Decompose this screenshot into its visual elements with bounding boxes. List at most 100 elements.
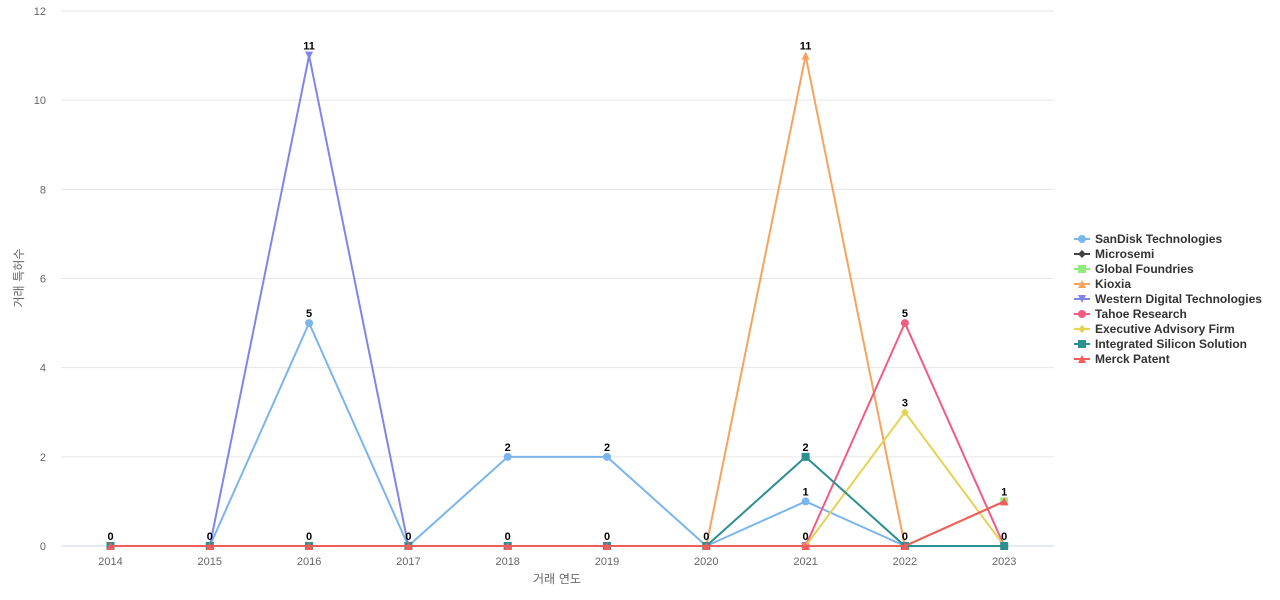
series-line (110, 322, 1006, 547)
x-tick-label: 2020 (694, 556, 718, 568)
data-label: 11 (303, 41, 315, 53)
data-point (801, 51, 810, 60)
data-label: 1 (803, 486, 809, 498)
x-tick-label: 2021 (793, 556, 817, 568)
data-point (801, 452, 810, 461)
series-executive-advisory-firm[interactable] (106, 408, 1009, 550)
data-label: 0 (405, 531, 411, 543)
legend-item[interactable]: Tahoe Research (1074, 307, 1187, 321)
y-tick-label: 12 (34, 6, 46, 18)
legend-marker (1078, 340, 1086, 348)
data-point (801, 542, 810, 550)
data-label: 11 (800, 41, 812, 53)
data-label: 0 (902, 531, 908, 543)
data-point (503, 542, 512, 550)
data-point (305, 51, 314, 60)
series-integrated-silicon-solution[interactable] (106, 452, 1009, 550)
data-point (305, 542, 314, 550)
data-label: 5 (306, 308, 312, 320)
legend-item[interactable]: Global Foundries (1074, 262, 1194, 276)
data-label: 2 (604, 442, 610, 454)
x-tick-label: 2017 (396, 556, 420, 568)
series-merck-patent[interactable] (106, 497, 1009, 550)
series-sandisk-technologies[interactable] (106, 319, 1009, 550)
data-point (1000, 542, 1009, 550)
x-tick-label: 2022 (893, 556, 917, 568)
data-point (1000, 497, 1009, 506)
legend-label: Executive Advisory Firm (1095, 322, 1235, 336)
legend-marker (1078, 280, 1086, 288)
data-label: 0 (803, 531, 809, 543)
legend-item[interactable]: Executive Advisory Firm (1074, 322, 1235, 336)
data-point (503, 452, 512, 461)
legend-label: Western Digital Technologies (1095, 292, 1262, 306)
data-point (900, 319, 909, 328)
data-label: 0 (1001, 531, 1007, 543)
legend-marker (1078, 310, 1086, 318)
series-global-foundries[interactable] (106, 497, 1009, 550)
legend-marker (1078, 250, 1086, 258)
data-label: 0 (107, 531, 113, 543)
grid-lines (61, 10, 1054, 547)
series-line (110, 500, 1005, 547)
x-axis-title: 거래 연도 (533, 572, 581, 586)
legend-label: Global Foundries (1095, 262, 1194, 276)
y-tick-label: 8 (40, 184, 46, 196)
legend-item[interactable]: Microsemi (1074, 247, 1154, 261)
legend-marker (1078, 265, 1086, 273)
data-point (404, 542, 413, 550)
series-line (110, 500, 1005, 547)
legend-marker (1078, 235, 1086, 243)
legend-marker (1078, 355, 1086, 363)
data-point (205, 542, 214, 550)
legend-label: Merck Patent (1095, 352, 1170, 366)
series-line (110, 322, 1005, 547)
series-line (110, 411, 1006, 547)
data-point (900, 408, 909, 417)
y-tick-label: 2 (40, 452, 46, 464)
y-tick-label: 6 (40, 274, 46, 286)
legend-item[interactable]: SanDisk Technologies (1074, 232, 1222, 246)
y-axis-title: 거래 특허수 (12, 248, 26, 307)
y-tick-label: 0 (40, 541, 46, 553)
legend-marker (1078, 295, 1086, 303)
data-point (900, 542, 909, 550)
legend-label: Integrated Silicon Solution (1095, 337, 1247, 351)
legend-item[interactable]: Western Digital Technologies (1074, 292, 1262, 306)
x-tick-label: 2014 (98, 556, 122, 568)
data-point (106, 542, 115, 550)
legend-item[interactable]: Kioxia (1074, 277, 1131, 291)
data-point (603, 452, 611, 461)
data-label: 0 (703, 531, 709, 543)
legend-item[interactable]: Merck Patent (1074, 352, 1170, 366)
series-lines (106, 51, 1009, 550)
data-point (801, 497, 810, 506)
x-tick-label: 2019 (595, 556, 619, 568)
legend-label: Kioxia (1095, 277, 1131, 291)
data-label: 5 (902, 308, 908, 320)
series-line (110, 54, 1005, 547)
data-label: 0 (604, 531, 610, 543)
x-tick-label: 2015 (198, 556, 222, 568)
series-line (110, 54, 1005, 547)
data-point (603, 542, 611, 550)
y-tick-label: 4 (40, 363, 46, 375)
data-label: 0 (505, 531, 511, 543)
data-label: 2 (803, 442, 809, 454)
x-tick-label: 2023 (992, 556, 1016, 568)
legend-label: Microsemi (1095, 247, 1154, 261)
data-label: 0 (306, 531, 312, 543)
series-tahoe-research[interactable] (106, 319, 1009, 550)
x-tick-label: 2016 (297, 556, 321, 568)
data-point (305, 319, 314, 328)
x-tick-label: 2018 (495, 556, 519, 568)
legend-label: Tahoe Research (1095, 307, 1187, 321)
legend-item[interactable]: Integrated Silicon Solution (1074, 337, 1247, 351)
y-tick-label: 10 (34, 95, 46, 107)
data-label: 1 (1001, 486, 1007, 498)
legend-marker (1078, 325, 1086, 333)
data-labels: 0 0 11 5 0 0 2 0 2 0 0 11 2 1 0 5 3 0 1 0 (107, 41, 1007, 543)
